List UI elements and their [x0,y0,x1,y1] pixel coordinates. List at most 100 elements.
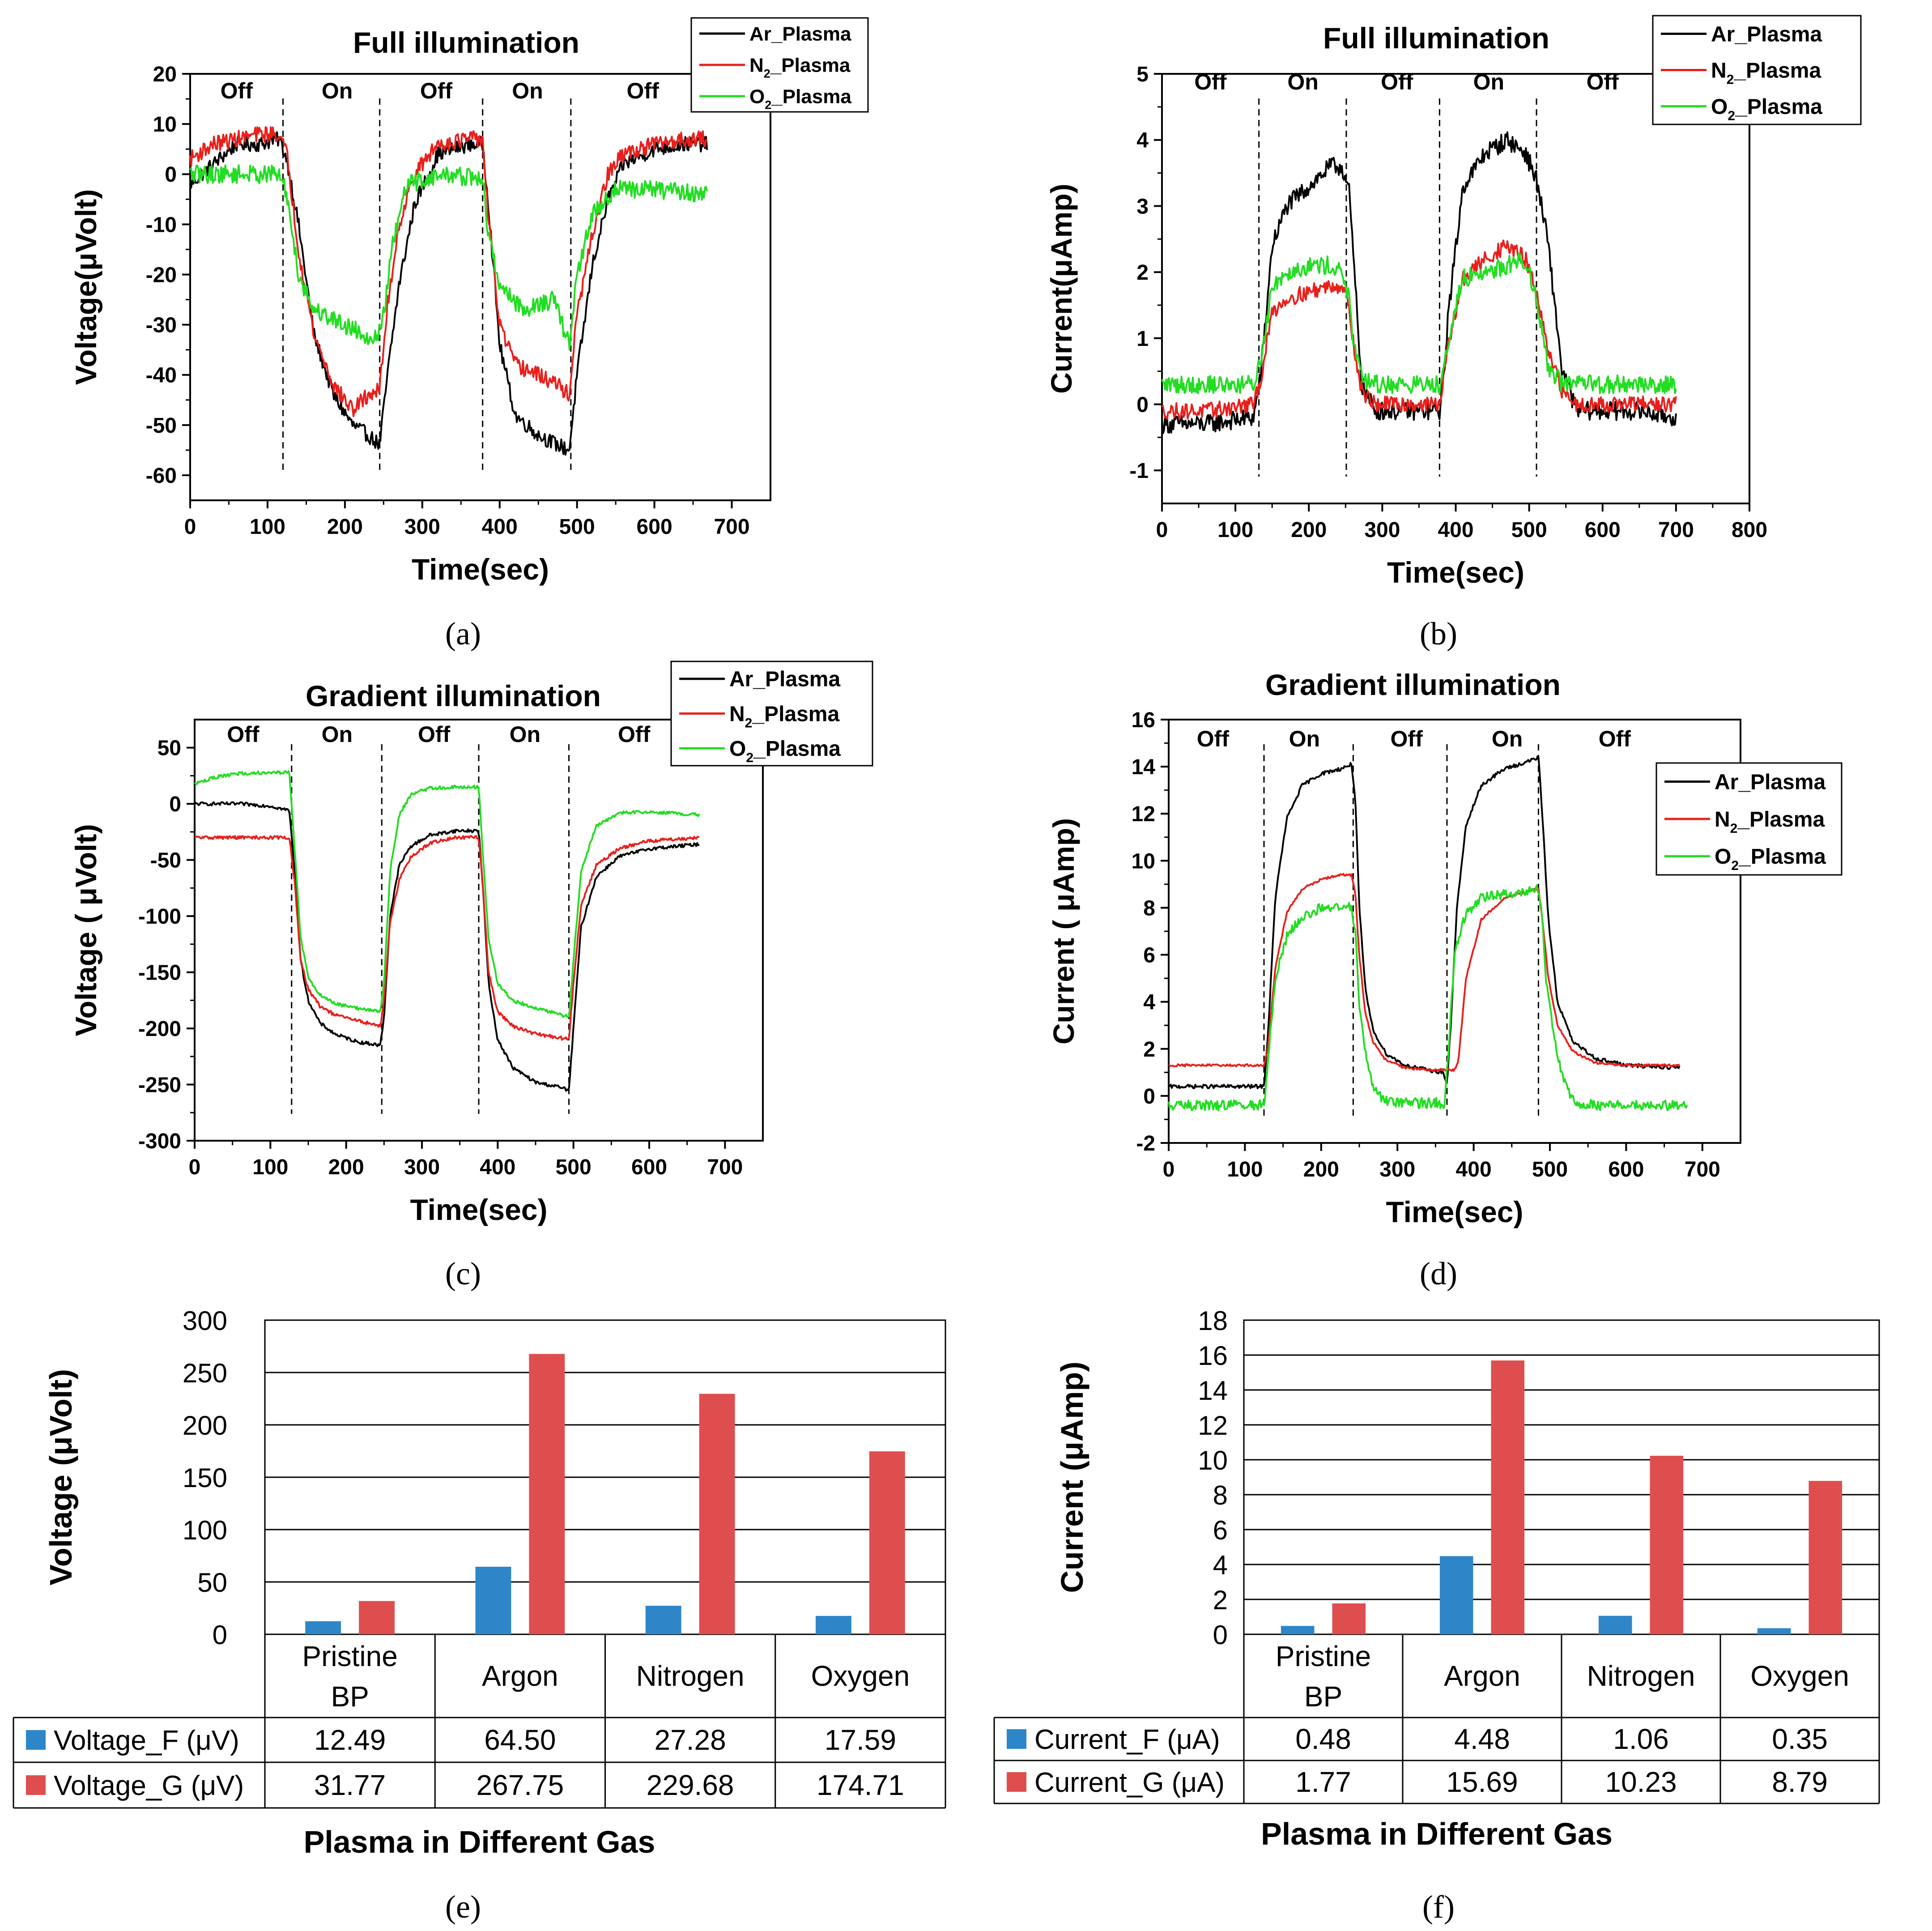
y-tick-label: 2 [1143,1038,1155,1061]
x-tick-label: 400 [1438,518,1473,542]
y-tick-label: -200 [138,1017,181,1041]
phase-label: Off [1587,69,1619,94]
x-tick-label: 100 [250,515,285,539]
series-label: Current_G (μA) [1034,1767,1225,1798]
y-tick-label: -1 [1129,459,1149,483]
chart-title: Full illumination [1323,21,1549,55]
series-line-O2_Plasma [1161,252,1677,395]
bar-Voltage_G (μV)-2 [699,1394,735,1634]
phase-label: Off [627,78,660,103]
series-line-O2_Plasma [189,164,708,351]
y-tick-label: 100 [183,1515,227,1545]
y-tick-label: 8 [1213,1480,1228,1510]
series-line-N2_Plasma [1161,239,1677,420]
y-tick-label: 300 [183,1306,227,1336]
x-tick-label: 400 [482,515,518,539]
table-value: 0.48 [1295,1723,1351,1755]
bar-Current_F (μA)-0 [1281,1626,1315,1634]
table-value: 1.77 [1295,1766,1351,1798]
legend-swatch [1007,1772,1026,1792]
bar-Voltage_F (μV)-0 [305,1621,341,1634]
category-label: Nitrogen [1587,1660,1695,1692]
y-tick-label: -40 [146,364,177,388]
table-value: 64.50 [484,1724,556,1756]
x-tick-label: 600 [631,1155,667,1179]
phase-label: Off [1194,69,1227,94]
y-tick-label: 50 [157,737,181,760]
y-tick-label: 0 [169,793,181,816]
bar-Current_F (μA)-3 [1757,1628,1791,1634]
x-axis-label: Time(sec) [1387,556,1524,589]
phase-label: On [512,78,543,103]
figure-caption: (f) [1422,1889,1455,1925]
category-label: Argon [482,1660,558,1692]
x-tick-label: 600 [637,515,672,539]
y-axis-label: Voltage (μVolt) [43,1369,78,1586]
series-line-N2_Plasma [194,835,700,1041]
x-tick-label: 800 [1732,518,1767,542]
x-tick-label: 200 [1291,518,1327,542]
figure-caption: (a) [445,616,481,652]
table-value: 0.35 [1772,1723,1828,1755]
phase-label: On [1289,726,1320,751]
table-value: 8.79 [1772,1766,1828,1798]
y-axis-label: Current(μAmp) [1045,183,1078,393]
table-value: 174.71 [817,1769,904,1801]
series-line-N2_Plasma [189,126,708,418]
phase-label: On [322,722,353,747]
y-tick-label: 4 [1213,1550,1228,1580]
phase-label: Off [1391,726,1423,751]
chart-title: Gradient illumination [306,679,601,712]
series-line-O2_Plasma [194,770,700,1018]
x-tick-label: 400 [1456,1158,1492,1181]
phase-label: Off [1197,726,1230,751]
legend-label-1: N2_Plasma [729,702,839,730]
series-label: Current_F (μA) [1034,1724,1220,1755]
phase-label: On [1287,69,1318,94]
y-tick-label: -300 [138,1130,181,1153]
phase-label: Off [221,78,253,103]
chart-f: 18 16 14 12 10 8 6 4 2 0 Pristine BP Argon Nitrogen Ox… [993,1306,1880,1925]
y-tick-label: 200 [183,1411,227,1441]
legend-label-2: O2_Plasma [749,85,851,111]
x-tick-label: 0 [1156,518,1168,542]
plot-frame [189,73,771,501]
x-tick-label: 100 [1217,518,1253,542]
x-axis-label: Time(sec) [1386,1195,1523,1228]
y-axis-label: Current ( μAmp) [1047,818,1080,1044]
y-tick-label: 250 [183,1358,227,1388]
series-line-N2_Plasma [1168,873,1681,1072]
x-tick-label: 300 [1379,1158,1415,1181]
phase-label: Off [618,722,651,747]
plot-frame [1168,719,1741,1144]
phase-label: On [322,78,353,103]
y-tick-label: 50 [197,1568,227,1598]
x-tick-label: 600 [1608,1158,1644,1181]
bar-Voltage_F (μV)-1 [475,1567,511,1634]
figure-caption: (c) [445,1256,481,1292]
chart-e: 300 250 200 150 100 50 0 Pristine BP Argon Nitroge… [13,1306,946,1925]
phase-label: Off [420,78,453,103]
series-line-Ar_Plasma [1161,131,1677,435]
legend-swatch [1007,1729,1026,1749]
table-value: 15.69 [1446,1766,1518,1798]
bar-Voltage_G (μV)-1 [529,1354,565,1634]
y-tick-label: 2 [1213,1585,1228,1615]
x-tick-label: 500 [1511,518,1547,542]
y-tick-label: 0 [213,1620,227,1650]
y-tick-label: 10 [1198,1445,1228,1475]
y-tick-label: 4 [1143,991,1155,1015]
phase-label: On [1492,726,1523,751]
series-line-Ar_Plasma [194,801,700,1092]
table-value: 10.23 [1605,1766,1677,1798]
y-tick-label: -50 [146,414,177,438]
x-tick-label: 300 [1364,518,1400,542]
y-tick-label: 0 [165,163,177,187]
phase-label: Off [227,722,260,747]
y-tick-label: -150 [138,961,181,985]
table-value: 4.48 [1454,1723,1510,1755]
table-value: 17.59 [825,1724,896,1756]
y-tick-label: 2 [1136,261,1149,285]
legend-label-0: Ar_Plasma [729,668,840,691]
